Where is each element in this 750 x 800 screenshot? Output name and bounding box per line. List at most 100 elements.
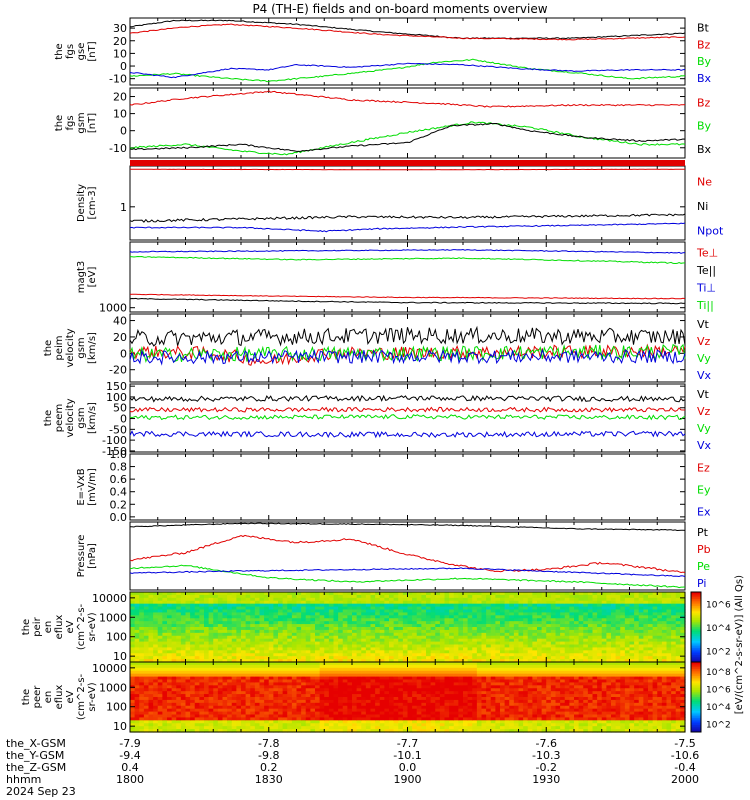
- spectrogram-cell: [236, 667, 242, 672]
- spectrogram-cell: [264, 621, 270, 625]
- spectrogram-cell: [301, 670, 307, 675]
- spectrogram-cell: [435, 629, 441, 634]
- spectrogram-cell: [264, 618, 270, 622]
- spectrogram-cell: [624, 615, 631, 619]
- spectrogram-cell: [365, 697, 372, 701]
- spectrogram-cell: [675, 656, 681, 660]
- spectrogram-cell: [527, 594, 533, 599]
- spectrogram-cell: [509, 635, 515, 640]
- spectrogram-cell: [444, 603, 450, 608]
- spectrogram-cell: [250, 641, 256, 646]
- spectrogram-cell: [365, 638, 372, 643]
- spectrogram-cell: [162, 600, 168, 605]
- spectrogram-cell: [287, 685, 293, 689]
- spectrogram-cell: [305, 618, 311, 622]
- spectrogram-cell: [356, 629, 362, 634]
- spectrogram-cell: [361, 627, 367, 631]
- spectrogram-cell: [167, 627, 173, 631]
- spectrogram-cell: [361, 624, 367, 628]
- spectrogram-cell: [587, 592, 594, 596]
- spectrogram-cell: [268, 597, 274, 602]
- spectrogram-cell: [130, 691, 136, 695]
- spectrogram-cell: [398, 705, 404, 710]
- spectrogram-cell: [259, 644, 265, 649]
- spectrogram-cell: [435, 600, 441, 605]
- spectrogram-cell: [268, 711, 274, 716]
- spectrogram-cell: [504, 606, 510, 611]
- spectrogram-cell: [148, 615, 154, 619]
- spectrogram-cell: [194, 711, 200, 716]
- spectrogram-cell: [638, 609, 644, 614]
- spectrogram-cell: [287, 670, 293, 675]
- spectrogram-cell: [541, 612, 547, 616]
- spectrogram-cell: [130, 705, 136, 710]
- spectrogram-cell: [652, 612, 658, 616]
- spectrogram-cell: [305, 688, 311, 692]
- spectrogram-cell: [407, 726, 413, 730]
- spectrogram-cell: [245, 662, 251, 666]
- spectrogram-cell: [476, 612, 483, 616]
- spectrogram-cell: [352, 629, 358, 634]
- spectrogram-cell: [426, 650, 432, 654]
- spectrogram-cell: [338, 682, 344, 686]
- spectrogram-cell: [208, 594, 214, 599]
- spectrogram-cell: [130, 694, 136, 698]
- spectrogram-cell: [634, 597, 640, 602]
- spectrogram-cell: [338, 644, 344, 649]
- spectrogram-cell: [254, 720, 261, 724]
- spectrogram-cell: [199, 699, 205, 704]
- spectrogram-cell: [310, 679, 316, 684]
- spectrogram-cell: [629, 632, 635, 637]
- spectrogram-cell: [634, 635, 640, 640]
- spectrogram-cell: [513, 632, 520, 637]
- spectrogram-cell: [319, 691, 325, 695]
- spectrogram-cell: [416, 624, 422, 628]
- spectrogram-cell: [384, 615, 390, 619]
- spectrogram-cell: [393, 729, 399, 733]
- spectrogram-cell: [407, 647, 413, 651]
- spectrogram-cell: [486, 659, 492, 663]
- spectrogram-cell: [550, 603, 557, 608]
- spectrogram-cell: [245, 676, 251, 681]
- spectrogram-cell: [236, 656, 242, 660]
- spectrogram-cell: [259, 720, 265, 724]
- spectrogram-cell: [361, 662, 367, 666]
- spectrogram-cell: [254, 717, 261, 721]
- spectrogram-cell: [273, 632, 279, 637]
- spectrogram-cell: [620, 600, 626, 605]
- spectrogram-cell: [666, 600, 672, 605]
- spectrogram-cell: [356, 679, 362, 684]
- spectrogram-cell: [139, 691, 145, 695]
- spectrogram-cell: [375, 667, 381, 672]
- spectrogram-cell: [259, 597, 265, 602]
- spectrogram-cell: [296, 627, 302, 631]
- spectrogram-cell: [264, 624, 270, 628]
- spectrogram-cell: [620, 606, 626, 611]
- spectrogram-cell: [264, 676, 270, 681]
- spectrogram-cell: [458, 606, 464, 611]
- spectrogram-cell: [393, 638, 399, 643]
- spectrogram-cell: [208, 694, 214, 698]
- spectrogram-cell: [157, 629, 163, 634]
- spectrogram-cell: [259, 656, 265, 660]
- spectrogram-cell: [643, 635, 649, 640]
- spectrogram-cell: [569, 615, 575, 619]
- spectrogram-cell: [194, 606, 200, 611]
- spectrogram-cell: [449, 600, 455, 605]
- spectrogram-cell: [324, 682, 330, 686]
- spectrogram-cell: [500, 632, 506, 637]
- spectrogram-cell: [615, 606, 621, 611]
- spectrogram-cell: [222, 632, 228, 637]
- spectrogram-cell: [338, 679, 344, 684]
- spectrogram-cell: [652, 621, 658, 625]
- spectrogram-cell: [180, 644, 187, 649]
- spectrogram-cell: [389, 629, 395, 634]
- spectrogram-cell: [680, 647, 686, 651]
- spectrogram-cell: [643, 624, 649, 628]
- spectrogram-cell: [259, 632, 265, 637]
- spectrogram-cell: [194, 650, 200, 654]
- spectrogram-cell: [153, 594, 159, 599]
- spectrogram-cell: [171, 694, 177, 698]
- spectrogram-cell: [213, 720, 219, 724]
